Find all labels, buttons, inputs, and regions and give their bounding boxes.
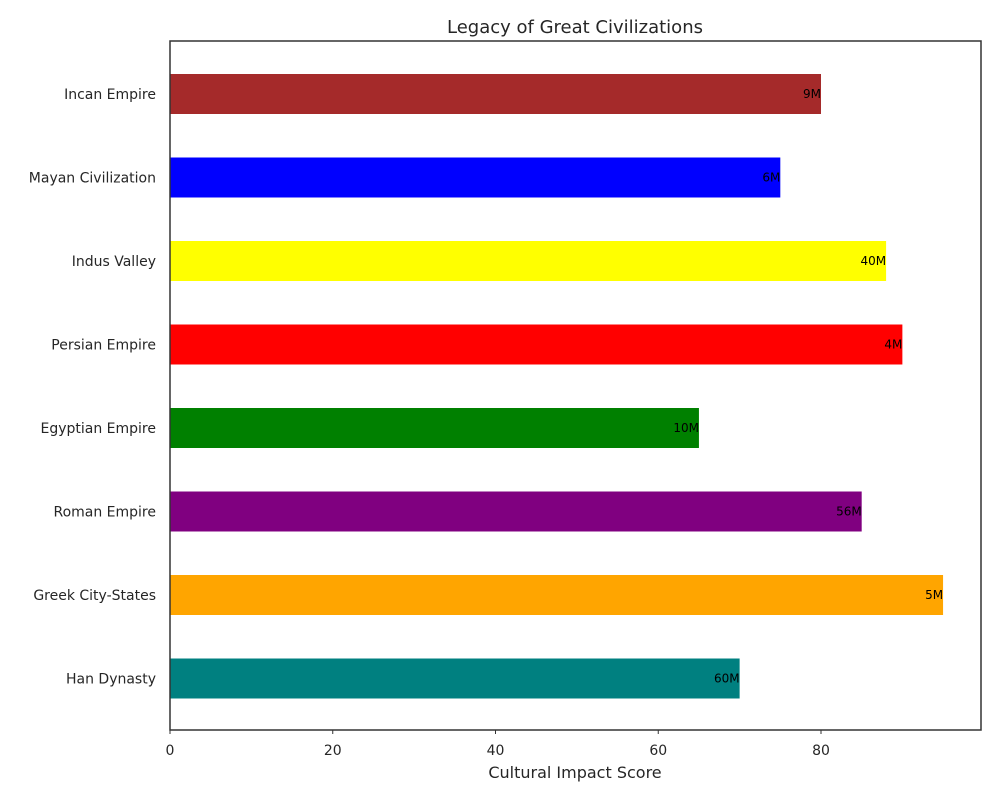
bar: [170, 241, 887, 281]
x-tick-label: 60: [649, 743, 667, 759]
bar-data-label: 4M: [884, 338, 902, 352]
x-tick-label: 0: [166, 743, 175, 759]
x-axis-ticks: 0 20 40 60 80: [166, 730, 830, 759]
bar: [170, 157, 781, 198]
bar: [170, 408, 699, 448]
y-axis-ticks: Incan Empire Mayan Civilization Indus Vall…: [29, 87, 156, 688]
chart-title: Legacy of Great Civilizations: [447, 17, 703, 38]
x-tick-label: 40: [487, 743, 505, 759]
bar: [170, 658, 740, 699]
y-tick-label: Persian Empire: [51, 338, 156, 354]
data-labels-group: 9M 6M 40M 4M 10M 56M 5M 60M: [673, 87, 943, 686]
bar-data-label: 40M: [860, 254, 886, 268]
bars-group: [170, 74, 944, 699]
bar: [170, 324, 903, 365]
y-tick-label: Roman Empire: [53, 505, 156, 521]
y-tick-label: Indus Valley: [72, 254, 156, 270]
plot-frame: [169, 40, 982, 731]
x-axis-label: Cultural Impact Score: [488, 763, 661, 782]
bar-data-label: 6M: [762, 171, 780, 185]
bar: [170, 491, 862, 532]
y-tick-label: Egyptian Empire: [40, 421, 156, 437]
bar-data-label: 60M: [714, 672, 740, 686]
x-tick-label: 20: [324, 743, 342, 759]
y-tick-label: Greek City-States: [33, 588, 156, 604]
bar-data-label: 5M: [925, 588, 943, 602]
bar: [170, 74, 821, 114]
x-tick-label: 80: [812, 743, 830, 759]
bar-data-label: 10M: [673, 421, 699, 435]
y-tick-label: Han Dynasty: [66, 672, 156, 688]
bar: [170, 575, 944, 615]
y-tick-label: Mayan Civilization: [29, 171, 156, 187]
y-tick-label: Incan Empire: [64, 87, 156, 103]
bar-data-label: 9M: [803, 87, 821, 101]
bar-data-label: 56M: [836, 505, 862, 519]
